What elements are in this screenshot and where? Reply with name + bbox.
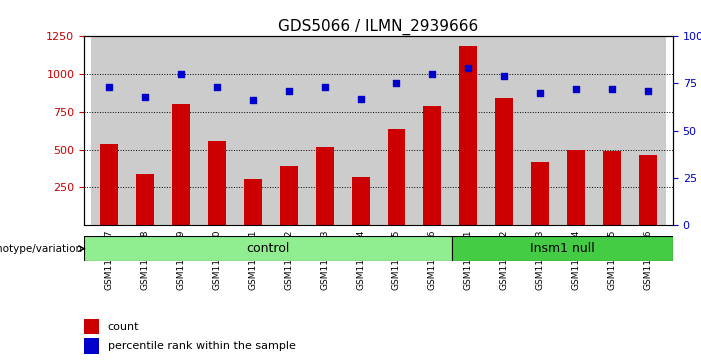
Bar <box>91 36 127 225</box>
Bar <box>522 36 558 225</box>
Point <box>606 86 618 92</box>
Bar <box>244 179 262 225</box>
FancyBboxPatch shape <box>452 236 673 261</box>
Bar <box>603 151 621 225</box>
Bar <box>450 36 486 225</box>
Bar <box>486 36 522 225</box>
Bar <box>136 174 154 225</box>
Bar <box>594 36 630 225</box>
Point <box>391 81 402 86</box>
Point <box>355 96 366 102</box>
Text: count: count <box>108 322 139 333</box>
Point <box>104 84 115 90</box>
Text: control: control <box>247 242 290 255</box>
Point <box>534 90 545 96</box>
Bar <box>639 155 657 225</box>
Text: Insm1 null: Insm1 null <box>530 242 595 255</box>
Bar <box>567 150 585 225</box>
Bar <box>315 147 334 225</box>
Bar <box>414 36 450 225</box>
Bar <box>423 106 442 225</box>
Bar <box>127 36 163 225</box>
Bar <box>163 36 199 225</box>
Bar <box>307 36 343 225</box>
Point <box>463 65 474 71</box>
Point <box>642 88 653 94</box>
Point <box>212 84 223 90</box>
Bar <box>558 36 594 225</box>
Bar <box>280 166 298 225</box>
Bar <box>343 36 379 225</box>
Text: percentile rank within the sample: percentile rank within the sample <box>108 341 296 351</box>
Bar <box>208 141 226 225</box>
Text: genotype/variation: genotype/variation <box>0 244 83 254</box>
Bar <box>235 36 271 225</box>
Bar <box>495 98 513 225</box>
Bar <box>100 143 118 225</box>
Point <box>319 84 330 90</box>
Bar <box>630 36 666 225</box>
Bar <box>84 319 99 334</box>
Bar <box>379 36 414 225</box>
Bar <box>199 36 235 225</box>
Point <box>283 88 294 94</box>
Point <box>175 71 186 77</box>
Point <box>139 94 151 99</box>
Bar <box>271 36 307 225</box>
Point <box>571 86 582 92</box>
Title: GDS5066 / ILMN_2939666: GDS5066 / ILMN_2939666 <box>278 19 479 35</box>
Bar <box>459 46 477 225</box>
FancyBboxPatch shape <box>84 236 452 261</box>
Point <box>247 98 259 103</box>
Bar <box>388 129 405 225</box>
Bar <box>531 162 549 225</box>
Bar <box>172 104 190 225</box>
Point <box>498 73 510 79</box>
Bar <box>84 338 99 354</box>
Point <box>427 71 438 77</box>
Bar <box>352 178 369 225</box>
